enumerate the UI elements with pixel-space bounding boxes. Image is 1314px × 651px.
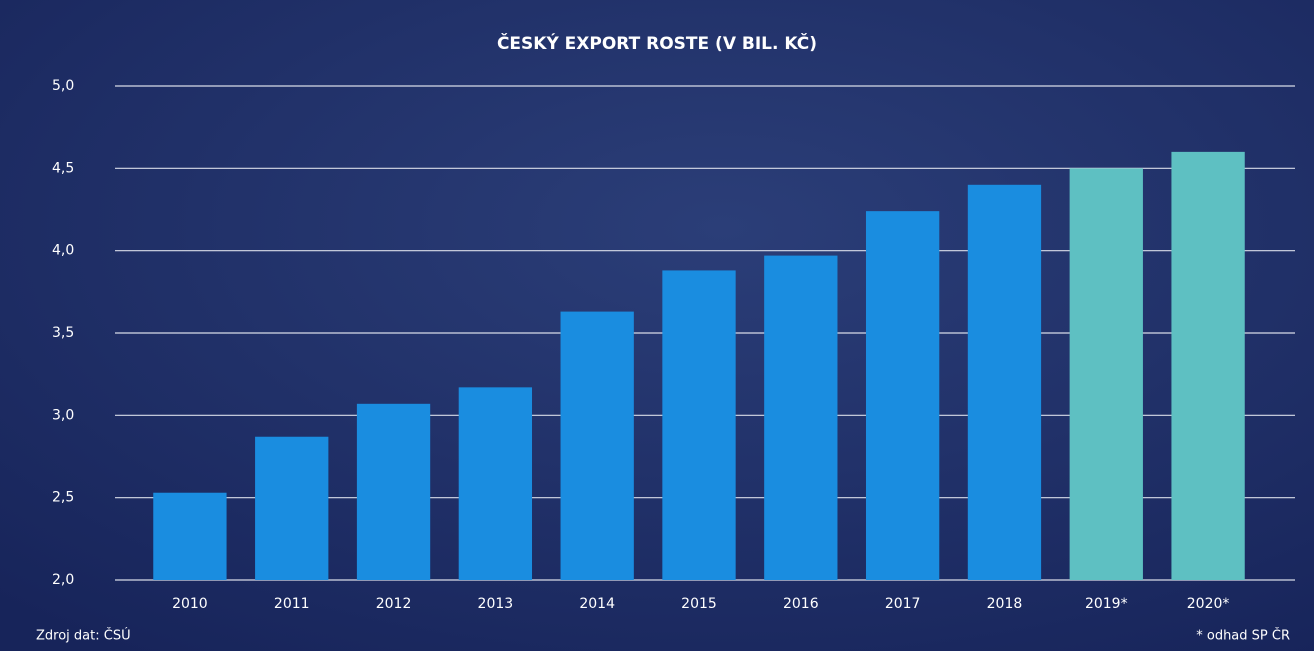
y-tick-label: 5,0 (52, 78, 74, 94)
x-tick-label: 2019* (1085, 596, 1128, 612)
bar (662, 270, 736, 580)
y-tick-label: 4,0 (52, 243, 74, 259)
bar (458, 387, 533, 580)
bar (1069, 168, 1143, 581)
bar (865, 211, 940, 580)
bar (967, 184, 1042, 581)
x-tick-label: 2015 (681, 596, 717, 612)
y-tick-label: 3,5 (52, 325, 74, 341)
x-tick-label: 2014 (579, 596, 615, 612)
chart-title: ČESKÝ EXPORT ROSTE (V BIL. KČ) (497, 32, 817, 54)
x-tick-label: 2017 (885, 596, 921, 612)
bar (1171, 151, 1245, 580)
y-tick-label: 2,5 (52, 490, 74, 506)
note: * odhad SP ČR (1196, 628, 1290, 644)
bar (153, 492, 227, 580)
y-tick-label: 3,0 (52, 407, 74, 423)
x-tick-label: 2010 (172, 596, 208, 612)
bar (356, 403, 431, 580)
x-tick-label: 2011 (274, 596, 310, 612)
bar (764, 255, 838, 580)
bar (560, 311, 634, 580)
y-tick-label: 2,0 (52, 572, 74, 588)
bar (255, 436, 329, 580)
x-tick-label: 2020* (1187, 596, 1230, 612)
x-tick-label: 2013 (478, 596, 514, 612)
x-tick-label: 2016 (783, 596, 819, 612)
source: Zdroj dat: ČSÚ (36, 628, 131, 644)
y-tick-label: 4,5 (52, 160, 74, 176)
x-tick-label: 2012 (376, 596, 412, 612)
x-tick-label: 2018 (987, 596, 1023, 612)
